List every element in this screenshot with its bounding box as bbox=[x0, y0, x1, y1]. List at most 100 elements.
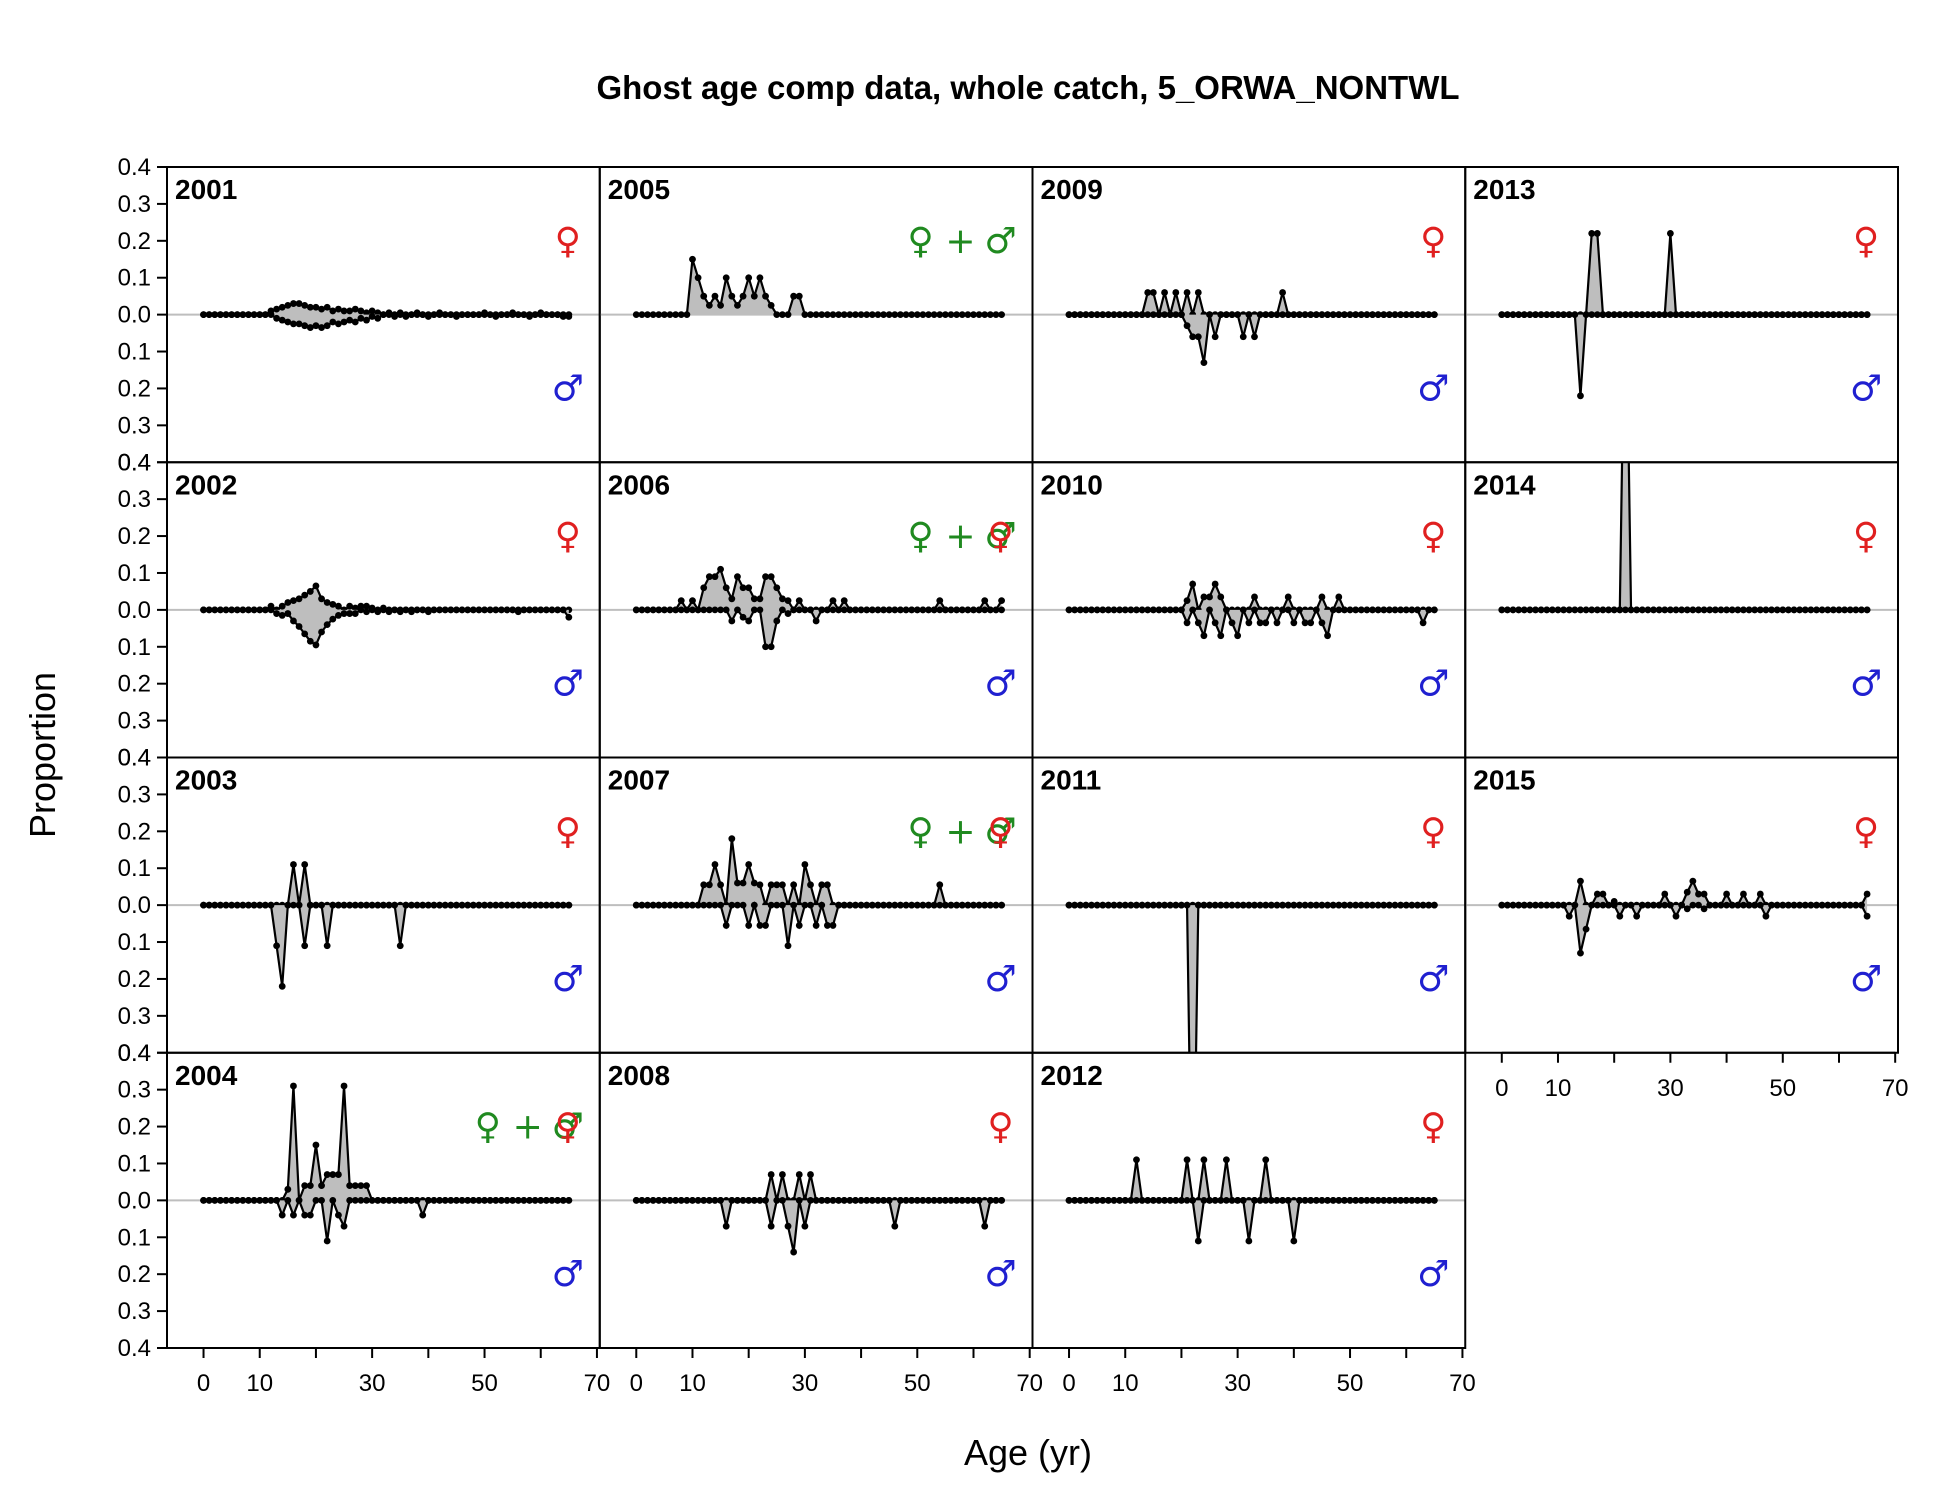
male-series-point bbox=[677, 1196, 685, 1204]
male-series-point bbox=[790, 606, 798, 614]
male-series-point bbox=[548, 1196, 556, 1204]
male-series-point bbox=[1622, 311, 1629, 319]
panel-2009: 2009 ♀ ♂ bbox=[1031, 166, 1467, 464]
x-tick-label: 70 bbox=[1449, 1370, 1476, 1397]
male-series-point bbox=[542, 1196, 550, 1204]
male-series-point bbox=[1391, 311, 1399, 319]
female-series-point bbox=[700, 881, 708, 889]
x-axis-label: Age (yr) bbox=[964, 1432, 1092, 1473]
male-series-point bbox=[1279, 606, 1286, 614]
male-series-point bbox=[520, 1196, 528, 1204]
male-series-point bbox=[947, 901, 955, 909]
male-series-point bbox=[683, 606, 691, 614]
female-series-point bbox=[284, 1185, 292, 1193]
panel-2005: 2005 ♀ + ♂ bbox=[598, 166, 1034, 464]
male-series-point bbox=[1161, 311, 1168, 319]
male-series-point bbox=[1273, 1196, 1281, 1204]
male-series-point bbox=[1296, 1196, 1303, 1204]
female-series-area bbox=[1069, 1159, 1435, 1201]
female-series-area bbox=[1501, 233, 1868, 315]
male-series-point bbox=[1251, 606, 1258, 614]
male-series-point bbox=[672, 901, 680, 909]
male-series-point bbox=[745, 922, 753, 929]
male-series-point bbox=[1689, 311, 1697, 319]
male-series-point bbox=[486, 606, 494, 614]
male-series-point bbox=[1638, 606, 1646, 614]
male-series-point bbox=[1414, 901, 1421, 909]
male-series-point bbox=[430, 901, 438, 909]
male-series-point bbox=[1251, 901, 1258, 909]
male-series-point bbox=[1728, 606, 1736, 614]
male-series-point bbox=[1307, 619, 1315, 627]
male-series-point bbox=[728, 901, 736, 909]
male-series-point bbox=[408, 901, 415, 909]
male-series-point bbox=[941, 606, 949, 614]
male-series-point bbox=[767, 901, 775, 909]
male-series-point bbox=[228, 901, 236, 909]
male-series-point bbox=[1751, 311, 1759, 319]
male-series-point bbox=[1728, 901, 1736, 909]
male-series-point bbox=[1655, 901, 1663, 909]
male-series-point bbox=[1239, 333, 1247, 341]
male-series-point bbox=[554, 606, 561, 614]
male-series-point bbox=[1627, 311, 1635, 319]
male-series-point bbox=[413, 901, 421, 909]
female-series-point bbox=[767, 1171, 775, 1178]
female-series-point bbox=[1599, 890, 1607, 898]
male-series-point bbox=[1290, 619, 1298, 627]
male-series-point bbox=[1262, 311, 1270, 319]
male-series-point bbox=[475, 1196, 483, 1204]
male-series-point bbox=[537, 901, 545, 909]
male-series-point bbox=[953, 606, 961, 614]
panel-plot-2006 bbox=[599, 565, 1033, 651]
male-series-point bbox=[711, 1196, 719, 1204]
male-series-point bbox=[1543, 311, 1551, 319]
male-series-point bbox=[323, 322, 331, 330]
male-series-point bbox=[773, 901, 781, 909]
female-series-point bbox=[936, 597, 944, 605]
male-series-point bbox=[1655, 311, 1663, 319]
male-series-point bbox=[998, 901, 1005, 909]
male-series-point bbox=[1711, 901, 1719, 909]
male-series-point bbox=[520, 901, 528, 909]
male-series-point bbox=[897, 1196, 904, 1204]
male-series-point bbox=[374, 608, 382, 616]
male-series-point bbox=[1526, 901, 1534, 909]
male-series-point bbox=[767, 643, 775, 651]
male-series-point bbox=[503, 606, 511, 614]
female-series-point bbox=[711, 573, 719, 581]
male-series-point bbox=[267, 901, 275, 909]
male-series-point bbox=[1206, 606, 1213, 614]
female-series-point bbox=[295, 300, 303, 307]
male-series-point bbox=[250, 901, 258, 909]
male-series-point bbox=[1672, 311, 1680, 319]
male-series-point bbox=[497, 311, 505, 319]
panel-2014: 2014 ♀ ♂ bbox=[1464, 461, 1899, 759]
male-series-point bbox=[1638, 901, 1646, 909]
male-series-point bbox=[1155, 606, 1163, 614]
male-series-point bbox=[419, 311, 427, 319]
male-series-point bbox=[1419, 1196, 1427, 1204]
panel-year-label: 2015 bbox=[1473, 765, 1535, 796]
male-series-point bbox=[1279, 901, 1286, 909]
y-tick-label: 0.1 bbox=[118, 855, 151, 882]
male-series-point bbox=[1548, 311, 1556, 319]
female-series-point bbox=[998, 597, 1005, 605]
combined-series-point bbox=[689, 255, 696, 263]
male-series-point bbox=[812, 922, 820, 929]
male-series-point bbox=[492, 901, 500, 909]
male-series-point bbox=[548, 606, 556, 614]
female-series-point bbox=[318, 305, 325, 313]
male-series-point bbox=[1121, 1196, 1129, 1204]
female-series-point bbox=[1149, 289, 1157, 296]
male-series-point bbox=[1144, 901, 1152, 909]
male-series-point bbox=[295, 901, 303, 909]
male-series-point bbox=[756, 922, 764, 929]
male-series-line bbox=[203, 1197, 569, 1242]
female-symbol-icon: ♀ bbox=[1853, 811, 1879, 852]
male-series-point bbox=[1166, 901, 1174, 909]
male-series-point bbox=[402, 901, 410, 909]
male-series-point bbox=[318, 901, 325, 909]
male-series-point bbox=[1706, 901, 1714, 909]
male-series-point bbox=[464, 901, 472, 909]
